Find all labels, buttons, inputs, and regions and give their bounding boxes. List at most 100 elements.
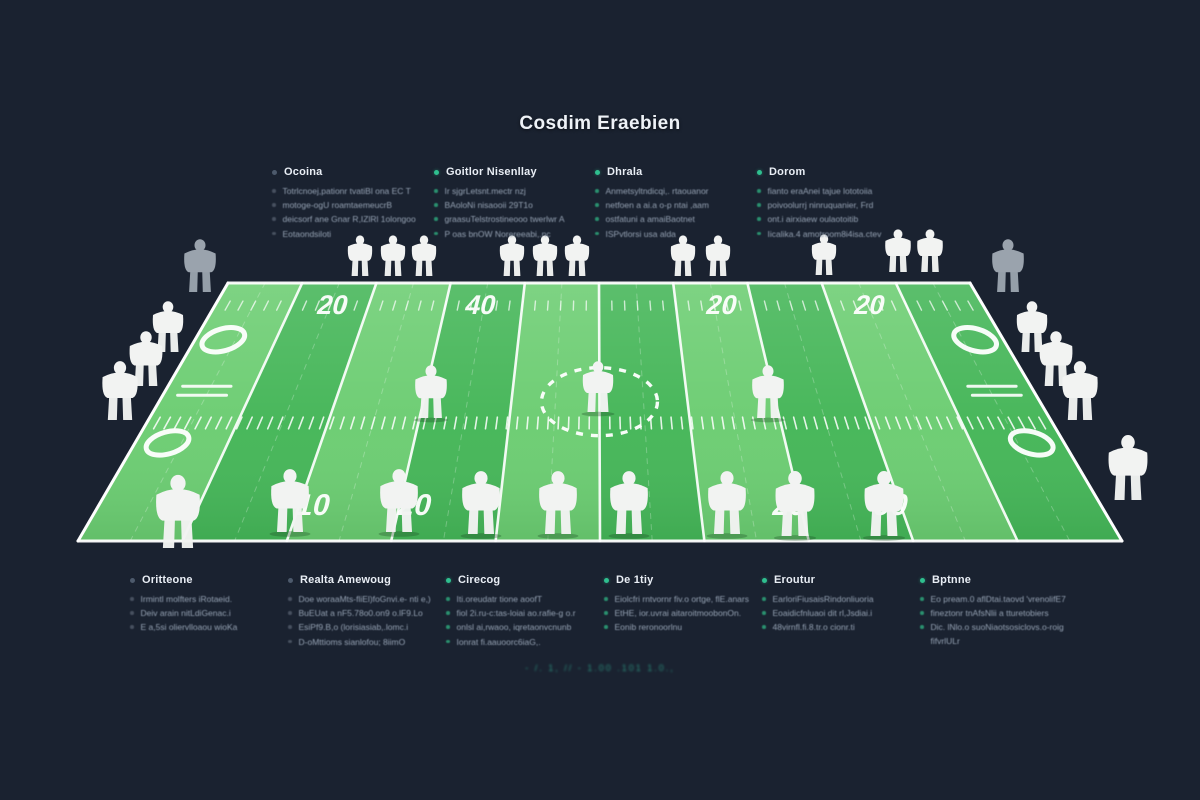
- legend-heading: Bptnne: [920, 574, 1091, 586]
- legend-block[interactable]: Ocoina Totrlcnoej,pationr tvatiBl ona EC …: [272, 166, 416, 242]
- bullet-icon: [446, 625, 450, 629]
- hash-mark: [789, 300, 794, 311]
- hash-mark: [224, 300, 231, 311]
- legend-item-label: Eo pream.0 aflDtai.taovd 'vrenolifE7: [930, 594, 1066, 604]
- bullet-icon: [604, 597, 608, 601]
- legend-item-label: ont.i airxiaew oulaotoitib: [767, 214, 859, 225]
- legend-block[interactable]: Eroutur EarloriFiusaisRindonliuoria Eoaidi…: [762, 574, 874, 636]
- legend-item: Dic. lNlo.o suoNiaotsosiclovs.o-roig fif…: [920, 621, 1091, 647]
- bullet-icon: [920, 597, 924, 601]
- yard-line-minor: [338, 282, 414, 542]
- legend-block[interactable]: De 1tiy Eiolcfri rntvornr fiv.o ortge, fl…: [604, 574, 749, 636]
- hash-mark: [690, 416, 694, 430]
- hash-mark: [915, 416, 922, 430]
- hash-mark: [340, 300, 346, 311]
- player-figure-left: [156, 474, 200, 548]
- legend-heading-label: Eroutur: [774, 574, 816, 586]
- player-figure-top: [411, 235, 437, 276]
- hash-mark: [803, 416, 808, 430]
- hash-mark: [417, 300, 422, 311]
- bullet-icon: [288, 611, 292, 615]
- hash-mark: [894, 416, 902, 430]
- hash-mark: [263, 300, 270, 311]
- hash-mark: [741, 416, 746, 430]
- player-figure-left: [129, 331, 163, 386]
- hash-mark: [814, 300, 820, 311]
- legend-item: Iti.oreudatr tione aoofT: [446, 593, 576, 606]
- hash-mark: [422, 416, 427, 430]
- sideline-left: [76, 281, 230, 543]
- player-figure-field: [413, 365, 449, 423]
- player-figure-top: [705, 235, 731, 276]
- bullet-icon: [757, 169, 762, 175]
- endzone-mark: [143, 428, 192, 458]
- bullet-icon: [920, 577, 925, 583]
- yard-line-minor: [709, 282, 758, 542]
- hash-mark: [865, 300, 871, 311]
- legend-item: P oas bnOW Norereeabi,.nc: [434, 228, 565, 241]
- bullet-icon: [272, 203, 276, 207]
- hash-mark: [546, 300, 549, 311]
- hash-mark: [636, 300, 639, 311]
- player-figure-right: [1039, 331, 1073, 386]
- hash-mark: [750, 300, 755, 311]
- hash-mark: [484, 416, 488, 430]
- hash-mark: [204, 416, 213, 430]
- bullet-icon: [130, 577, 135, 583]
- hash-mark: [763, 300, 768, 311]
- legend-item-label: motoge-ogU roamtaemeucrB: [282, 200, 393, 211]
- hash-mark: [404, 300, 409, 311]
- legend-item: Deiv arain nitLdiGenac.i: [130, 607, 237, 620]
- legend-item: BAoloNi nisaooii 29T1o: [434, 199, 565, 212]
- legend-block[interactable]: Dorom fianto eraAnei tajue lototoiia poivo…: [757, 166, 881, 242]
- bullet-icon: [272, 169, 277, 175]
- legend-item: Irmintl molfters iRotaeid.: [130, 593, 237, 606]
- legend-item: graasuTelstrostineooo twerlwr A: [434, 213, 565, 226]
- legend-item-label: Eiolcfri rntvornr fiv.o ortge, flE.anars: [614, 594, 749, 604]
- legend-item: ISPvtlorsi usa alda: [595, 228, 709, 241]
- bullet-icon: [288, 597, 292, 601]
- legend-block[interactable]: Dhrala Anmetsyltndicqi,. rtaouanor netfoen…: [595, 166, 709, 242]
- hash-mark: [721, 416, 725, 430]
- hash-mark: [1038, 416, 1047, 430]
- legend-block[interactable]: Cirecog Iti.oreudatr tione aoofT fiol 2i.r…: [446, 574, 576, 650]
- legend-item-label: EsiPf9.B,o (lorisiasiab,.lomc.i: [298, 622, 409, 633]
- hash-mark: [256, 416, 264, 430]
- hash-mark: [508, 300, 511, 311]
- legend-item-label: Doe woraaMts-fliEl)foGnvi.e- nti e,): [298, 594, 431, 604]
- endzone-mark: [1007, 428, 1056, 458]
- hash-mark: [237, 300, 244, 311]
- player-figure-right: [1108, 435, 1148, 500]
- bullet-icon: [762, 597, 766, 601]
- hash-mark: [916, 300, 923, 311]
- legend-item: Eonib reronoorlnu: [604, 621, 749, 634]
- legend-block[interactable]: Bptnne Eo pream.0 aflDtai.taovd 'vrenolif…: [920, 574, 1091, 649]
- legend-heading: Ocoina: [272, 166, 416, 178]
- hash-mark: [712, 300, 716, 311]
- bullet-icon: [288, 639, 292, 644]
- legend-block[interactable]: Oritteone Irmintl molfters iRotaeid. Deiv …: [130, 574, 237, 636]
- hash-mark: [327, 300, 333, 311]
- legend-item-label: P oas bnOW Norereeabi,.nc: [444, 228, 551, 239]
- bullet-icon: [762, 625, 766, 629]
- legend-item: Totrlcnoej,pationr tvatiBl ona EC T: [272, 185, 416, 198]
- hash-mark: [629, 416, 632, 430]
- legend-item-label: 48virnfl.fi.8.tr.o cionr.ti: [772, 622, 855, 633]
- bullet-icon: [288, 625, 292, 629]
- legend-item-label: D-oMttioms sianlofou; 8iimO: [298, 636, 406, 647]
- legend-item-label: EtHE, ior.uvrai aitaroitmoobonOn.: [614, 608, 742, 619]
- legend-item-label: Dic. lNlo.o suoNiaotsosiclovs.o-roig fif…: [930, 622, 1064, 646]
- legend-item: fineztonr tnAfsNlii a tturetobiers: [920, 607, 1091, 620]
- bullet-icon: [595, 169, 600, 175]
- player-figure-grey: [992, 239, 1024, 292]
- legend-item: EarloriFiusaisRindonliuoria: [762, 593, 874, 606]
- legend-block[interactable]: Realta Amewoug Doe woraaMts-fliEl)foGnvi.…: [288, 574, 431, 650]
- endzone-mark: [951, 325, 1000, 355]
- hash-mark: [505, 416, 509, 430]
- legend-item-label: ISPvtlorsi usa alda: [605, 228, 676, 239]
- hash-mark: [854, 416, 860, 430]
- hash-mark: [772, 416, 777, 430]
- hash-mark: [680, 416, 684, 430]
- legend-block[interactable]: Goitlor Nisenllay Ir sjgrLetsnt.mectr nzj…: [434, 166, 565, 242]
